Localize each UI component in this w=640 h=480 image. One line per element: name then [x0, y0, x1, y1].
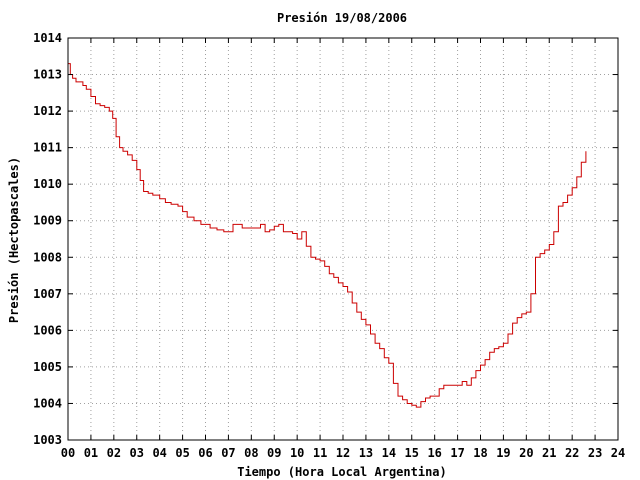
x-tick-label: 11 [313, 446, 327, 460]
x-tick-label: 21 [542, 446, 556, 460]
x-tick-label: 09 [267, 446, 281, 460]
x-tick-label: 24 [611, 446, 625, 460]
y-tick-label: 1007 [33, 287, 62, 301]
x-tick-label: 00 [61, 446, 75, 460]
y-tick-label: 1006 [33, 323, 62, 337]
chart-title: Presión 19/08/2006 [277, 11, 407, 25]
series-layer [68, 63, 587, 408]
x-tick-label: 03 [130, 446, 144, 460]
x-tick-labels: 00 01 02 03 04 05 06 07 08 09 10 11 12 13 14 15 16 17 18 19… [61, 446, 625, 460]
y-tick-label: 1005 [33, 360, 62, 374]
y-tick-label: 1013 [33, 68, 62, 82]
x-tick-label: 20 [519, 446, 533, 460]
x-tick-label: 13 [359, 446, 373, 460]
x-tick-label: 05 [175, 446, 189, 460]
y-axis-label: Presión (Hectopascales) [7, 157, 21, 323]
x-tick-label: 04 [152, 446, 166, 460]
x-tick-label: 22 [565, 446, 579, 460]
y-tick-label: 1004 [33, 396, 62, 410]
y-tick-label: 1010 [33, 177, 62, 191]
x-axis-label: Tiempo (Hora Local Argentina) [237, 465, 447, 479]
x-tick-label: 19 [496, 446, 510, 460]
x-tick-label: 01 [84, 446, 98, 460]
x-tick-label: 10 [290, 446, 304, 460]
x-tick-label: 12 [336, 446, 350, 460]
y-tick-label: 1012 [33, 104, 62, 118]
y-tick-labels: 1003 1004 1005 1006 1007 1008 1009 1010 1011 1012… [33, 31, 62, 447]
y-tick-label: 1009 [33, 214, 62, 228]
x-tick-label: 14 [382, 446, 396, 460]
y-tick-label: 1008 [33, 250, 62, 264]
x-tick-label: 23 [588, 446, 602, 460]
pressure-series-line [68, 63, 587, 408]
x-tick-label: 18 [473, 446, 487, 460]
x-tick-label: 07 [221, 446, 235, 460]
y-tick-label: 1014 [33, 31, 62, 45]
x-tick-label: 08 [244, 446, 258, 460]
x-tick-label: 16 [427, 446, 441, 460]
x-tick-label: 17 [450, 446, 464, 460]
x-tick-label: 02 [107, 446, 121, 460]
x-tick-label: 15 [405, 446, 419, 460]
x-tick-label: 06 [198, 446, 212, 460]
ticks [67, 37, 619, 441]
y-tick-label: 1011 [33, 141, 62, 155]
y-tick-label: 1003 [33, 433, 62, 447]
